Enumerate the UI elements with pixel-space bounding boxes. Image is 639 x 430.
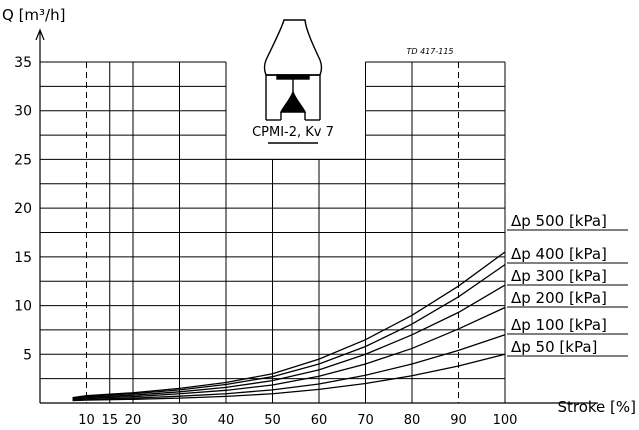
x-tick-label: 20 <box>125 413 142 428</box>
y-tick-label: 10 <box>14 299 32 315</box>
x-tick-label: 15 <box>101 413 118 428</box>
y-tick-label: 25 <box>14 152 32 168</box>
y-axis-label: Q [m³/h] <box>2 6 65 24</box>
series-line <box>72 264 506 399</box>
series-label: Δp 300 [kPa] <box>511 267 607 285</box>
series-line <box>72 306 506 400</box>
series-label: Δp 400 [kPa] <box>511 245 607 263</box>
y-tick-label: 35 <box>14 55 32 71</box>
grid <box>40 61 506 403</box>
x-tick-label: 70 <box>357 413 374 428</box>
series-line <box>72 251 506 399</box>
y-tick-label: 20 <box>14 201 32 217</box>
y-tick-label: 15 <box>14 250 32 266</box>
y-tick-label: 5 <box>23 347 32 363</box>
series-label: Δp 200 [kPa] <box>511 289 607 307</box>
drawing-code: TD 417-115 <box>406 47 453 56</box>
y-tick-label: 30 <box>14 104 32 120</box>
series-label: Δp 500 [kPa] <box>511 212 607 230</box>
x-tick-label: 100 <box>493 413 518 428</box>
tick-labels: 5 10 15 20 25 30 35 10 15 20 30 40 50 60 70 80 90 100 <box>14 55 517 428</box>
x-tick-label: 60 <box>311 413 328 428</box>
series-line <box>72 284 506 400</box>
y-axis-arrow-icon <box>35 28 45 41</box>
series-group: Δp 500 [kPa] Δp 400 [kPa] Δp 300 [kPa] Δp 2… <box>72 212 628 402</box>
x-tick-label: 90 <box>450 413 467 428</box>
series-line <box>72 334 506 401</box>
x-axis-label: Stroke [%] <box>557 398 636 416</box>
series-line <box>72 353 506 402</box>
series-label: Δp 50 [kPa] <box>511 338 597 356</box>
x-tick-label: 80 <box>404 413 421 428</box>
axes <box>35 28 598 404</box>
x-tick-label: 10 <box>78 413 95 428</box>
valve-icon <box>263 19 323 144</box>
valve-caption: CPMI-2, Kv 7 <box>252 125 334 140</box>
x-tick-label: 50 <box>264 413 281 428</box>
x-tick-label: 40 <box>218 413 235 428</box>
series-label: Δp 100 [kPa] <box>511 316 607 334</box>
x-tick-label: 30 <box>171 413 188 428</box>
